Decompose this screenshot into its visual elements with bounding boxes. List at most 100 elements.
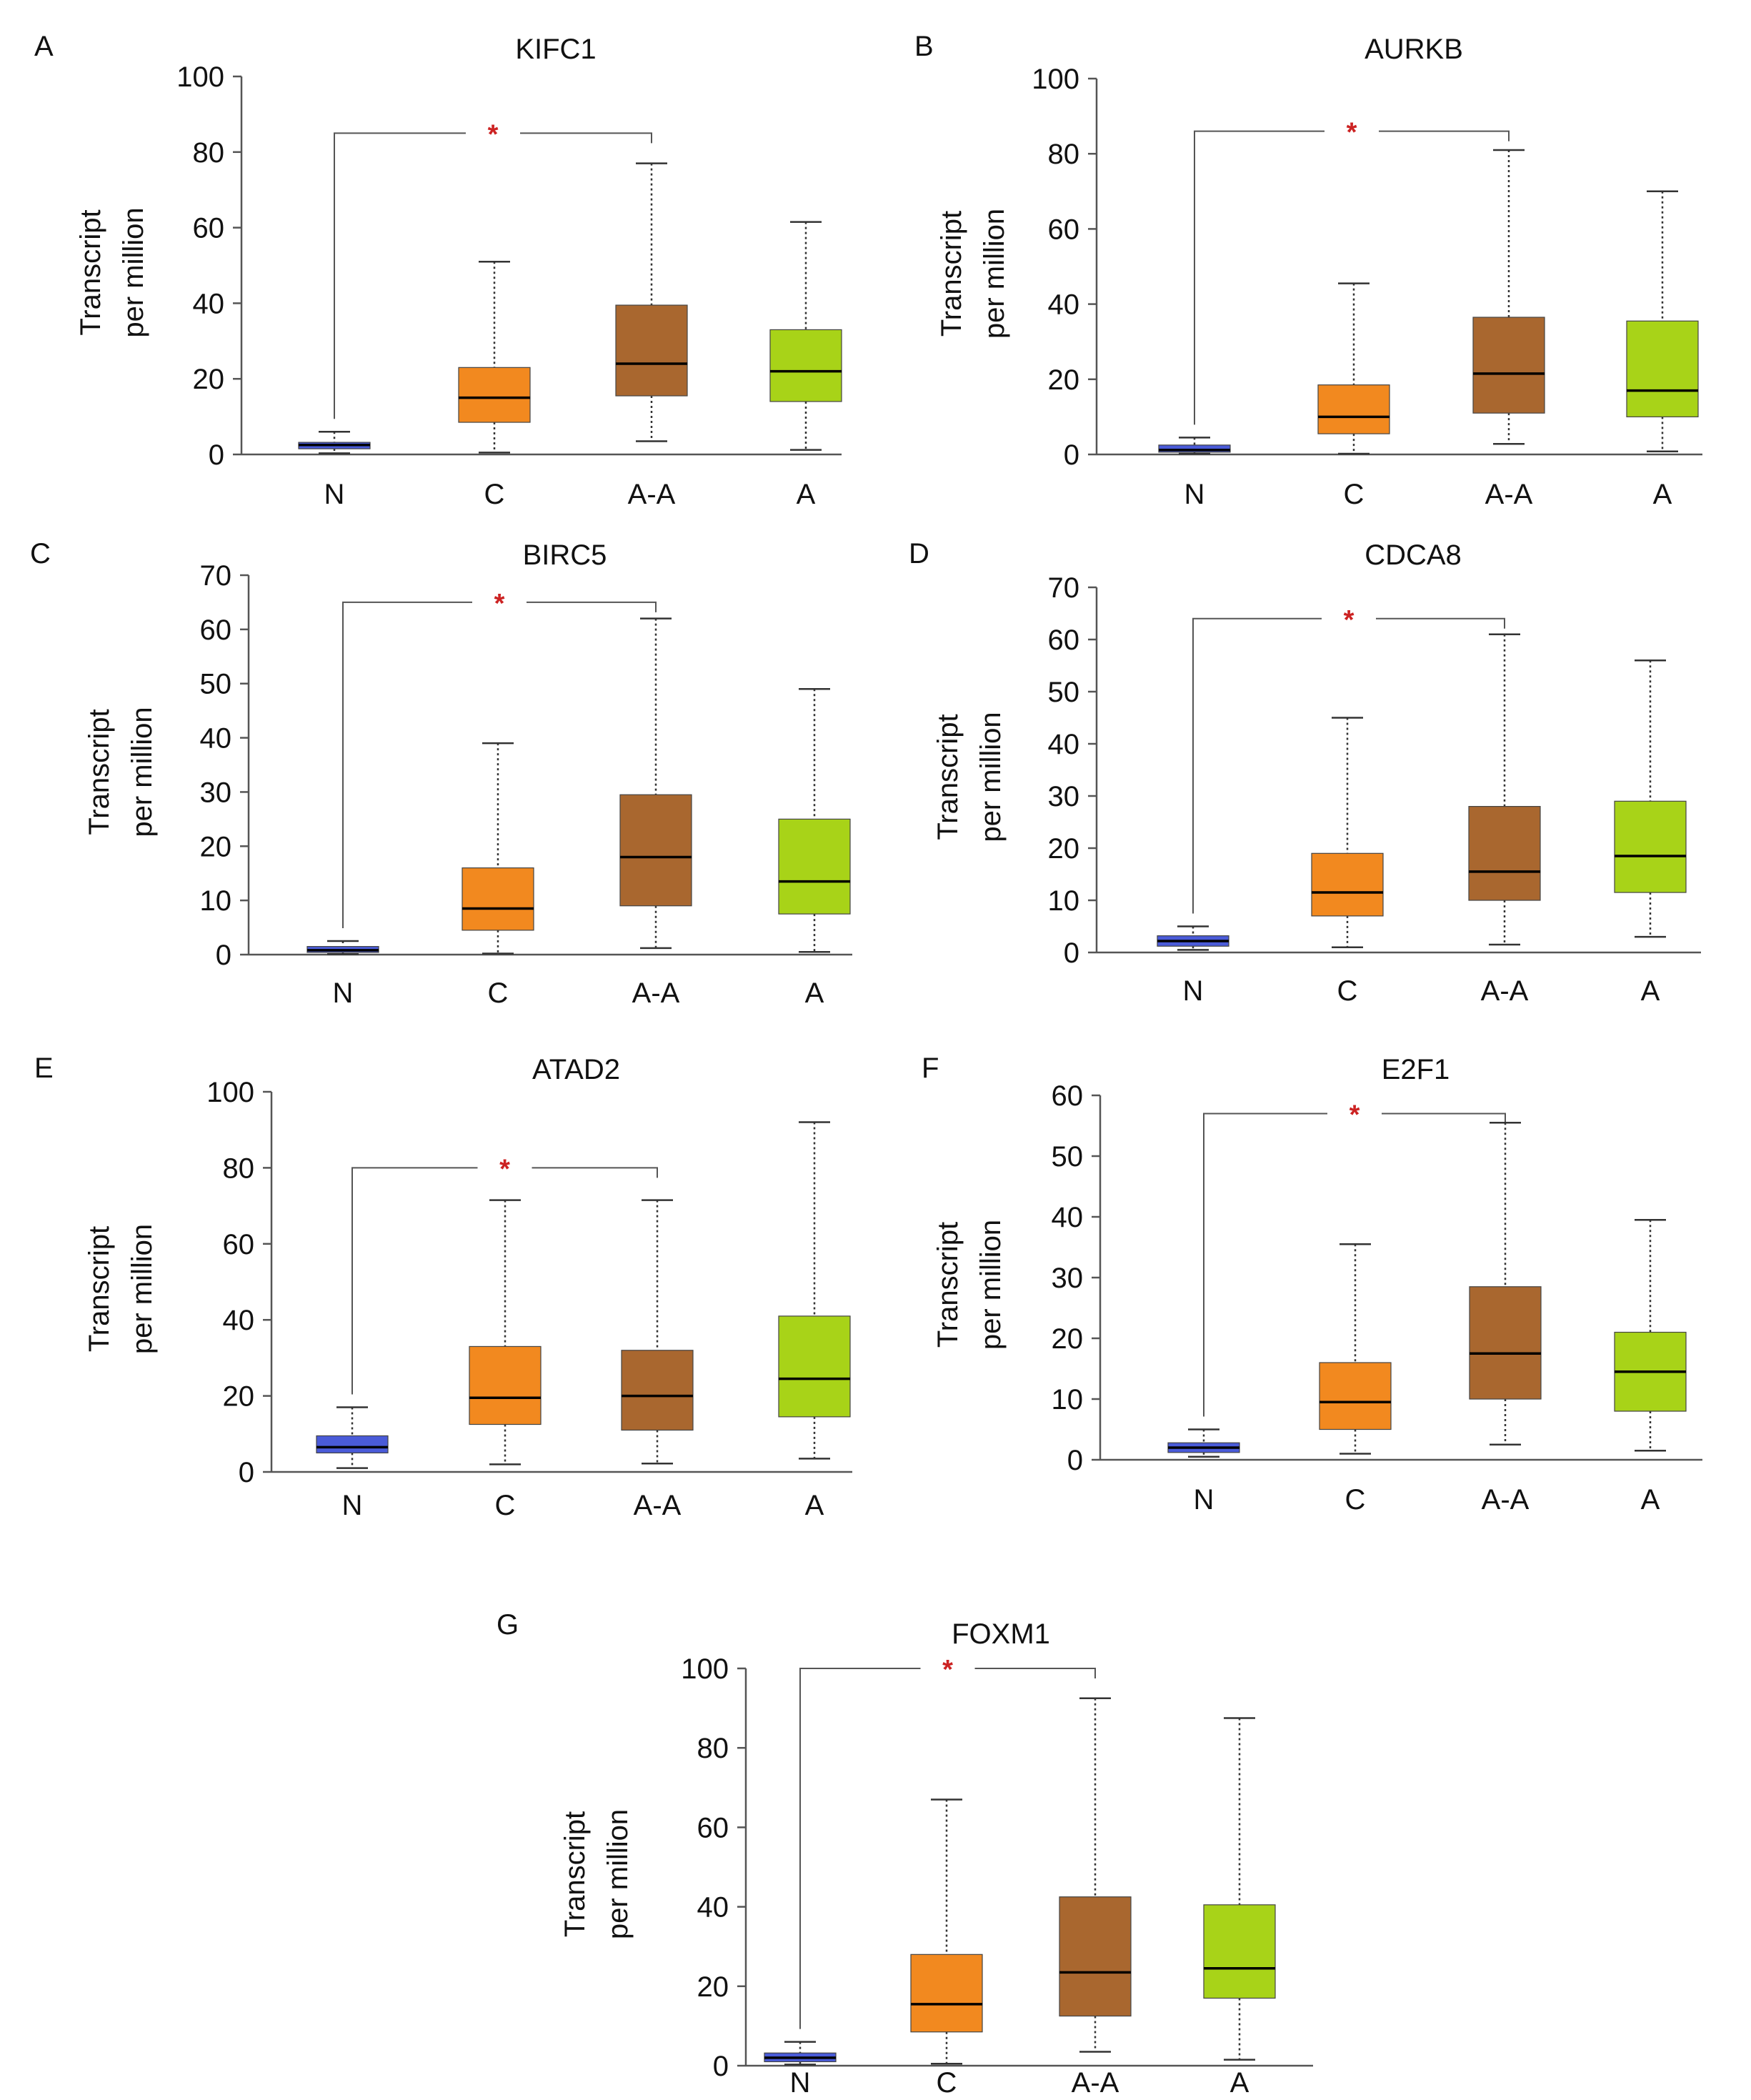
chart-title: KIFC1: [515, 34, 596, 65]
panel-e: E ATAD2 Transcript per million 0 20 40 60 80 100 *…: [34, 1053, 852, 1521]
chart-title: ATAD2: [532, 1054, 620, 1085]
box-n: N: [1167, 1428, 1240, 1516]
category-label: A: [1230, 2067, 1249, 2099]
box-aa: A-A: [615, 162, 688, 510]
category-label: A: [805, 1490, 824, 1521]
y-axis-label-line2: per million: [602, 1809, 634, 1939]
y-tick-label: 0: [216, 940, 231, 971]
y-tick-label: 60: [1048, 214, 1080, 245]
y-axis-label-line1: Transcript: [932, 1222, 964, 1348]
y-tick-label: 40: [697, 1892, 729, 1924]
y-tick-label: 10: [1048, 885, 1080, 917]
panel-letter: A: [34, 31, 54, 62]
box-n: N: [764, 2041, 837, 2099]
y-tick-label: 0: [1067, 1445, 1083, 1476]
y-tick-label: 40: [193, 288, 225, 319]
significance-bracket: *: [351, 1154, 658, 1395]
chart-title: E2F1: [1382, 1054, 1450, 1085]
y-tick-label: 100: [176, 61, 224, 93]
y-tick-label: 80: [1048, 139, 1080, 170]
box-a: A: [1626, 190, 1699, 510]
y-axis-label-line2: per million: [126, 707, 158, 837]
box-n: N: [1157, 925, 1229, 1007]
y-tick-label: 20: [223, 1381, 255, 1413]
y-axis-label-line2: per million: [975, 1220, 1007, 1350]
y-tick-label: 20: [1048, 364, 1080, 396]
category-label: C: [1337, 975, 1358, 1007]
category-label: N: [1194, 1484, 1214, 1516]
category-label: N: [324, 479, 345, 510]
y-tick-label: 80: [223, 1153, 255, 1184]
box-n: N: [1158, 437, 1231, 510]
significance-bracket: *: [1194, 118, 1510, 425]
y-tick-label: 50: [1052, 1141, 1084, 1173]
y-tick-label: 60: [200, 614, 232, 646]
significance-bracket: *: [1192, 605, 1505, 914]
y-tick-label: 100: [681, 1653, 729, 1685]
y-tick-label: 60: [697, 1812, 729, 1843]
box-iqr: [778, 1315, 851, 1418]
category-label: C: [484, 479, 505, 510]
box-n: N: [316, 1406, 389, 1521]
bracket-right-line: [1379, 130, 1510, 141]
category-label: A: [1653, 479, 1672, 510]
y-axis-label-line1: Transcript: [932, 714, 964, 840]
y-tick-label: 60: [1048, 624, 1080, 656]
box-n: N: [306, 940, 379, 1009]
category-label: C: [1345, 1484, 1366, 1516]
box-iqr: [1614, 800, 1687, 893]
bracket-right-line: [1382, 1113, 1506, 1124]
y-tick-label: 20: [697, 1971, 729, 2003]
y-tick-label: 40: [1048, 289, 1080, 321]
y-tick-label: 20: [193, 364, 225, 395]
box-c: C: [910, 1798, 983, 2099]
y-tick-label: 100: [206, 1077, 254, 1108]
box-iqr: [1468, 805, 1541, 901]
y-tick-label: 10: [200, 885, 232, 917]
box-aa: A-A: [1472, 149, 1545, 510]
y-tick-label: 50: [200, 669, 232, 700]
significance-bracket: *: [342, 589, 657, 929]
box-iqr: [1158, 444, 1231, 453]
box-c: C: [469, 1199, 542, 1521]
box-a: A: [1614, 1219, 1687, 1516]
y-axis-label: Transcript per million: [75, 207, 149, 337]
significance-star: *: [1344, 605, 1355, 635]
box-aa: A-A: [621, 1199, 694, 1521]
significance-bracket: *: [799, 1655, 1096, 2029]
box-a: A: [1203, 1717, 1276, 2099]
y-tick-label: 30: [1052, 1263, 1084, 1294]
category-label: N: [342, 1490, 363, 1521]
chart-title: AURKB: [1365, 34, 1463, 65]
category-label: A: [1641, 975, 1660, 1007]
bracket-right-line: [532, 1167, 658, 1178]
y-tick-label: 20: [1052, 1323, 1084, 1355]
category-label: A: [797, 479, 816, 510]
category-label: A-A: [632, 977, 680, 1009]
y-tick-label: 30: [1048, 781, 1080, 812]
significance-star: *: [499, 1154, 510, 1184]
category-label: N: [1184, 479, 1205, 510]
y-tick-label: 80: [193, 137, 225, 169]
bracket-left-line: [351, 1167, 478, 1395]
y-tick-label: 10: [1052, 1384, 1084, 1415]
box-a: A: [769, 221, 842, 510]
y-tick-label: 70: [200, 560, 232, 592]
box-iqr: [1059, 1896, 1132, 2017]
box-c: C: [1319, 1243, 1392, 1516]
panel-d: D CDCA8 Transcript per million 0 10 20 30 40 50 60…: [909, 538, 1701, 1007]
box-iqr: [1626, 320, 1699, 417]
panel-letter: E: [34, 1053, 54, 1084]
box-iqr: [462, 867, 534, 931]
y-axis-label: Transcript per million: [936, 209, 1010, 339]
y-axis-label-line1: Transcript: [84, 709, 115, 835]
bracket-left-line: [799, 1668, 921, 2029]
category-label: N: [333, 977, 354, 1009]
y-axis-label-line2: per million: [975, 712, 1007, 842]
y-axis-label: Transcript per million: [932, 1220, 1007, 1350]
box-iqr: [1317, 384, 1390, 434]
category-label: C: [488, 977, 509, 1009]
y-axis-label-line1: Transcript: [559, 1811, 591, 1937]
y-tick-label: 40: [200, 723, 232, 755]
chart-title: BIRC5: [523, 539, 607, 571]
